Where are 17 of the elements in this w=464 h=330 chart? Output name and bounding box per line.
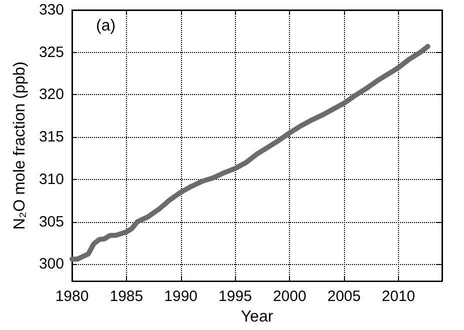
x-tick-label: 2005 xyxy=(327,288,361,306)
y-tick-label: 330 xyxy=(38,2,64,18)
y-axis-title: N₂O mole fraction (ppb) xyxy=(12,62,29,230)
annotation: (a) xyxy=(96,18,116,34)
x-tick-label: 1995 xyxy=(218,288,252,306)
y-tick-label: 300 xyxy=(38,256,64,273)
y-tick-label: 325 xyxy=(38,44,64,61)
x-tick-label: 1990 xyxy=(164,288,198,306)
y-tick-label: 310 xyxy=(38,170,64,188)
x-tick-label: 1985 xyxy=(110,288,144,306)
x-tick-label: 1980 xyxy=(55,288,89,306)
y-tick-label: 320 xyxy=(38,86,64,104)
y-tick-label: 305 xyxy=(38,213,64,230)
x-axis-title: Year xyxy=(240,308,274,326)
x-tick-label: 2000 xyxy=(272,288,306,306)
y-tick-label: 315 xyxy=(38,128,64,146)
x-tick-label: 2010 xyxy=(382,288,416,306)
